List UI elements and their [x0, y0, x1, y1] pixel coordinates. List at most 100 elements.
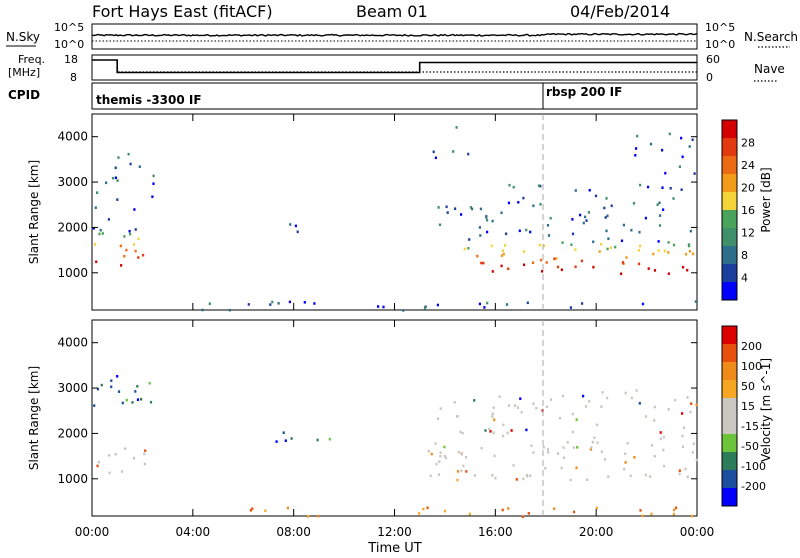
heatmap-cell: [95, 260, 98, 264]
heatmap-cell: [471, 207, 474, 211]
heatmap-cell: [491, 412, 494, 415]
heatmap-cell: [585, 219, 588, 222]
heatmap-cell: [454, 207, 457, 210]
heatmap-cell: [652, 252, 655, 256]
heatmap-cell: [317, 514, 320, 518]
heatmap-cell: [201, 308, 204, 312]
heatmap-cell: [460, 469, 463, 473]
colorbar-swatch: [722, 174, 737, 193]
heatmap-cell: [264, 509, 267, 513]
power-y-label: Slant Range [km]: [27, 160, 41, 264]
heatmap-cell: [445, 205, 448, 209]
heatmap-cell: [382, 305, 385, 309]
power-panel-frame: [91, 113, 698, 311]
heatmap-cell: [658, 224, 662, 227]
heatmap-cell: [478, 302, 481, 306]
heatmap-cell: [502, 434, 505, 438]
heatmap-cell: [140, 397, 143, 401]
heatmap-cell: [626, 441, 629, 445]
heatmap-cell: [460, 213, 463, 216]
heatmap-cell: [136, 385, 139, 388]
heatmap-cell: [269, 303, 272, 306]
heatmap-cell: [689, 229, 692, 233]
heatmap-cell: [556, 265, 560, 269]
heatmap-cell: [492, 406, 495, 409]
colorbar-swatch: [722, 120, 737, 139]
heatmap-cell: [439, 451, 442, 454]
heatmap-cell: [661, 148, 664, 152]
heatmap-cell: [422, 507, 425, 511]
colorbar-swatch: [722, 398, 737, 417]
heatmap-cell: [600, 405, 603, 408]
cpid-segment-2: rbsp 200 IF: [546, 85, 622, 99]
heatmap-cell: [634, 154, 637, 157]
y-tick-label: 2000: [57, 426, 88, 440]
time-tick-label: 20:00: [579, 525, 614, 539]
heatmap-cell: [650, 512, 653, 516]
heatmap-cell: [446, 211, 449, 214]
heatmap-cell: [277, 302, 280, 305]
colorbar-tick-label: 16: [741, 204, 755, 217]
heatmap-cell: [129, 232, 132, 236]
heatmap-cell: [127, 152, 130, 156]
heatmap-cell: [456, 470, 460, 473]
heatmap-cell: [558, 416, 562, 420]
heatmap-cell: [493, 418, 496, 422]
heatmap-cell: [571, 412, 574, 416]
heatmap-cell: [377, 305, 380, 308]
heatmap-cell: [125, 248, 128, 252]
heatmap-cell: [478, 226, 481, 229]
colorbar-tick-label: 20: [741, 182, 755, 195]
heatmap-cell: [530, 444, 533, 448]
colorbar-tick-label: -200: [741, 480, 766, 493]
heatmap-cell: [461, 431, 464, 435]
frequency-panel-frame: [91, 54, 698, 81]
freq-left-label-1: Freq.: [18, 53, 45, 66]
heatmap-cell: [286, 506, 289, 510]
heatmap-cell: [569, 478, 572, 482]
heatmap-cell: [513, 404, 517, 407]
heatmap-cell: [143, 462, 146, 466]
heatmap-cell: [506, 431, 509, 435]
heatmap-cell: [620, 239, 624, 243]
heatmap-cell: [629, 474, 632, 478]
heatmap-cell: [479, 234, 482, 237]
heatmap-cell: [501, 249, 505, 252]
heatmap-cell: [121, 470, 124, 473]
heatmap-cell: [546, 448, 550, 451]
cpid-strip: CPID themis -3300 IF rbsp 200 IF: [8, 82, 698, 110]
heatmap-cell: [692, 442, 695, 445]
heatmap-cell: [604, 216, 607, 219]
heatmap-cell: [575, 418, 578, 421]
cpid-label: CPID: [8, 88, 40, 102]
heatmap-cell: [486, 230, 489, 234]
heatmap-cell: [647, 185, 650, 189]
heatmap-cell: [128, 229, 131, 233]
heatmap-cell: [624, 391, 627, 395]
heatmap-cell: [593, 436, 596, 439]
heatmap-cell: [595, 506, 598, 510]
velocity-colorbar: 200 100 50 15 -15 -50 -100 -200: [721, 325, 766, 507]
heatmap-cell: [596, 441, 599, 445]
heatmap-cell: [588, 188, 591, 192]
freq-left-tick-top: 18: [64, 53, 78, 66]
colorbar-swatch: [722, 138, 737, 157]
heatmap-cell: [682, 265, 685, 269]
heatmap-cell: [294, 224, 297, 228]
colorbar-swatch: [722, 362, 737, 381]
heatmap-cell: [490, 244, 493, 248]
heatmap-cell: [550, 398, 553, 401]
heatmap-cell: [313, 302, 316, 305]
heatmap-cell: [664, 171, 667, 175]
heatmap-cell: [649, 142, 653, 146]
colorbar-swatch: [722, 452, 737, 471]
heatmap-cell: [546, 224, 550, 227]
heatmap-cell: [132, 243, 135, 246]
heatmap-cell: [574, 265, 577, 269]
heatmap-cell: [681, 445, 684, 449]
heatmap-cell: [498, 395, 501, 398]
heatmap-cell: [581, 302, 584, 305]
colorbar-tick-label: 12: [741, 227, 755, 240]
heatmap-cell: [690, 402, 693, 405]
heatmap-cell: [480, 446, 483, 450]
